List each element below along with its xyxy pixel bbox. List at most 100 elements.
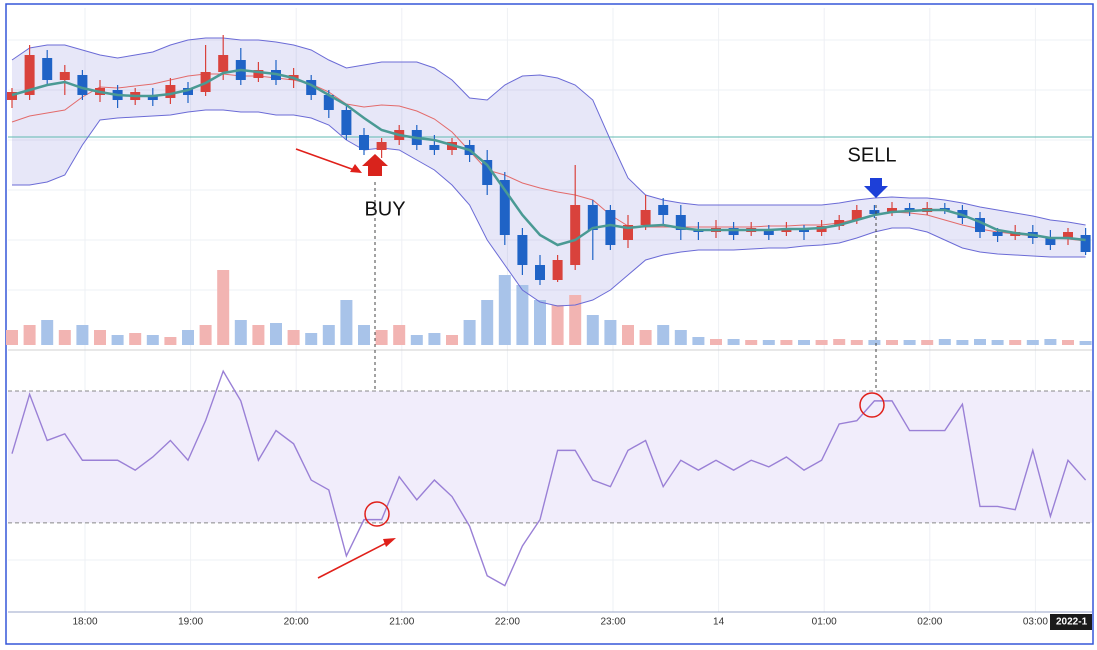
volume-bar xyxy=(1026,340,1039,345)
candle-body xyxy=(975,218,985,232)
volume-bar xyxy=(252,325,265,345)
volume-bar xyxy=(534,300,546,345)
volume-bar xyxy=(622,325,634,345)
volume-bar xyxy=(340,300,353,345)
rsi-line xyxy=(11,369,1087,587)
candle-body xyxy=(675,215,686,230)
candle-body xyxy=(7,92,17,100)
candle-body xyxy=(341,110,352,135)
volume-bar xyxy=(674,330,687,345)
volume-bar xyxy=(1079,341,1092,345)
candle-body xyxy=(869,210,880,214)
volume-bar xyxy=(287,330,300,345)
frame xyxy=(5,3,1094,645)
candle-body xyxy=(552,260,563,280)
moving-average xyxy=(11,68,1086,247)
candle-body xyxy=(147,95,158,100)
volume-bar xyxy=(481,300,494,345)
x-tick-label: 19:00 xyxy=(178,617,203,628)
buy-arrow xyxy=(362,154,388,176)
volume-bar xyxy=(446,335,458,345)
volume-bar xyxy=(745,340,758,345)
date-label: 2022-1 xyxy=(1056,617,1088,628)
date-box xyxy=(1050,614,1092,630)
volume-bar xyxy=(903,340,916,345)
volume-bar xyxy=(164,337,177,345)
x-tick-label: 01:00 xyxy=(812,617,837,628)
bollinger-upper xyxy=(11,37,1086,226)
volume-bar xyxy=(199,325,212,345)
volume-bar xyxy=(586,315,599,345)
volume-bar xyxy=(94,330,106,345)
candle-body xyxy=(1080,235,1091,252)
volume-bar xyxy=(375,330,388,345)
volume-bar xyxy=(393,325,406,345)
candle-body xyxy=(359,135,369,150)
x-tick-label: 18:00 xyxy=(72,617,97,628)
volume-bar xyxy=(938,339,951,345)
volume-bar xyxy=(428,333,441,345)
candle-body xyxy=(587,205,598,230)
candle-body xyxy=(517,235,528,265)
volume-bar xyxy=(692,337,705,345)
volume-bar xyxy=(1044,339,1057,345)
candle-body xyxy=(851,210,862,220)
candle-body xyxy=(165,85,176,98)
volume-bar xyxy=(780,340,793,345)
candle-body xyxy=(623,225,633,240)
x-tick-label: 23:00 xyxy=(600,617,625,628)
pointer-head xyxy=(350,164,362,173)
volume-bar xyxy=(76,325,89,345)
volume-bar xyxy=(463,320,476,345)
volume-bar xyxy=(868,340,881,345)
volume-bar xyxy=(41,320,54,345)
candle-body xyxy=(482,160,493,185)
volume-bar xyxy=(182,330,194,345)
rsi-pointer xyxy=(317,539,393,579)
candle-body xyxy=(1063,232,1073,238)
pointer-arrow xyxy=(295,148,361,173)
volume-bar xyxy=(833,339,846,345)
volume-bar xyxy=(111,335,124,345)
rsi-pointer-head xyxy=(383,538,396,547)
candle-body xyxy=(887,208,897,212)
candle-body xyxy=(323,95,334,110)
x-tick-label: 03:00 xyxy=(1023,617,1048,628)
volume-bar xyxy=(657,325,670,345)
x-tick-label: 22:00 xyxy=(495,617,520,628)
candle-body xyxy=(499,180,510,235)
candle-body xyxy=(59,72,70,80)
volume-bar xyxy=(410,335,423,345)
bollinger-fill xyxy=(12,38,1086,306)
candle-body xyxy=(535,265,545,280)
x-tick-label: 20:00 xyxy=(284,617,309,628)
x-tick-label: 14 xyxy=(713,617,725,628)
rsi-band xyxy=(8,390,1092,523)
volume-bar xyxy=(234,320,247,345)
volume-bar xyxy=(358,325,370,345)
bollinger-lower xyxy=(12,109,1086,307)
buy-circle xyxy=(364,501,390,527)
volume-bar xyxy=(498,275,511,345)
volume-bar xyxy=(727,339,740,345)
candle-body xyxy=(728,228,739,235)
volume-bar xyxy=(569,295,582,345)
candle-body xyxy=(834,220,845,226)
volume-bar xyxy=(1009,340,1022,345)
volume-bar xyxy=(217,270,230,345)
volume-bar xyxy=(762,340,775,345)
volume-bar xyxy=(604,320,617,345)
volume-bar xyxy=(58,330,71,345)
candle-body xyxy=(799,230,809,232)
volume-bar xyxy=(921,340,934,345)
candle-body xyxy=(429,145,440,150)
candle-body xyxy=(24,55,35,95)
volume-bar xyxy=(6,330,18,345)
volume-bar xyxy=(956,340,969,345)
candle-body xyxy=(992,232,1003,236)
candle-body xyxy=(570,205,581,265)
candle-body xyxy=(42,58,53,80)
volume-bar xyxy=(815,340,828,345)
volume-bar xyxy=(270,323,282,345)
volume-bar xyxy=(710,339,722,345)
